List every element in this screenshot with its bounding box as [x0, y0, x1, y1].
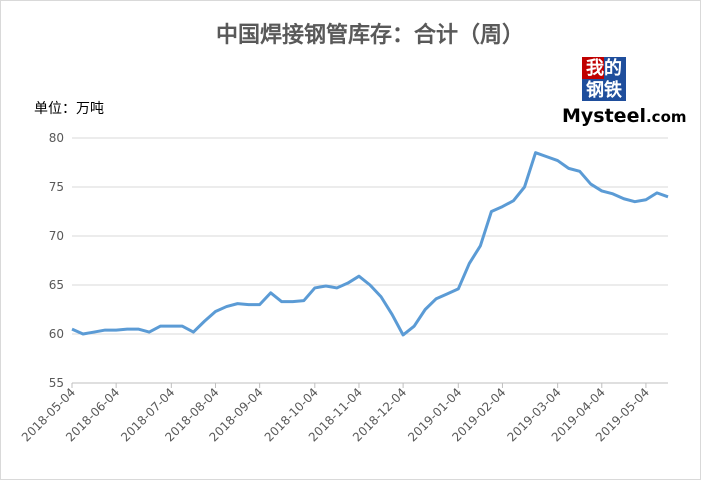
y-tick-label: 75 — [49, 180, 64, 194]
y-axis-label: 单位：万吨 — [34, 101, 104, 117]
logo-brand-name: Mysteel — [562, 105, 646, 127]
chart-title: 中国焊接钢管库存：合计（周） — [216, 22, 524, 48]
data-line — [71, 151, 669, 337]
logo-box — [604, 57, 626, 79]
y-tick-label: 80 — [49, 131, 64, 145]
logo-box — [582, 79, 626, 101]
logo-brand: Mysteel.com — [562, 105, 687, 127]
y-tick-label: 55 — [49, 376, 64, 390]
logo-box — [582, 57, 604, 79]
logo-domain: .com — [646, 108, 687, 126]
logo: 我的 钢铁 Mysteel.com — [562, 57, 687, 127]
logo-text: 钢铁 — [586, 79, 622, 101]
y-tick-label: 65 — [49, 278, 64, 292]
logo-text: 我的 — [586, 57, 622, 79]
y-tick-label: 60 — [49, 327, 64, 341]
y-tick-label: 70 — [49, 229, 64, 243]
